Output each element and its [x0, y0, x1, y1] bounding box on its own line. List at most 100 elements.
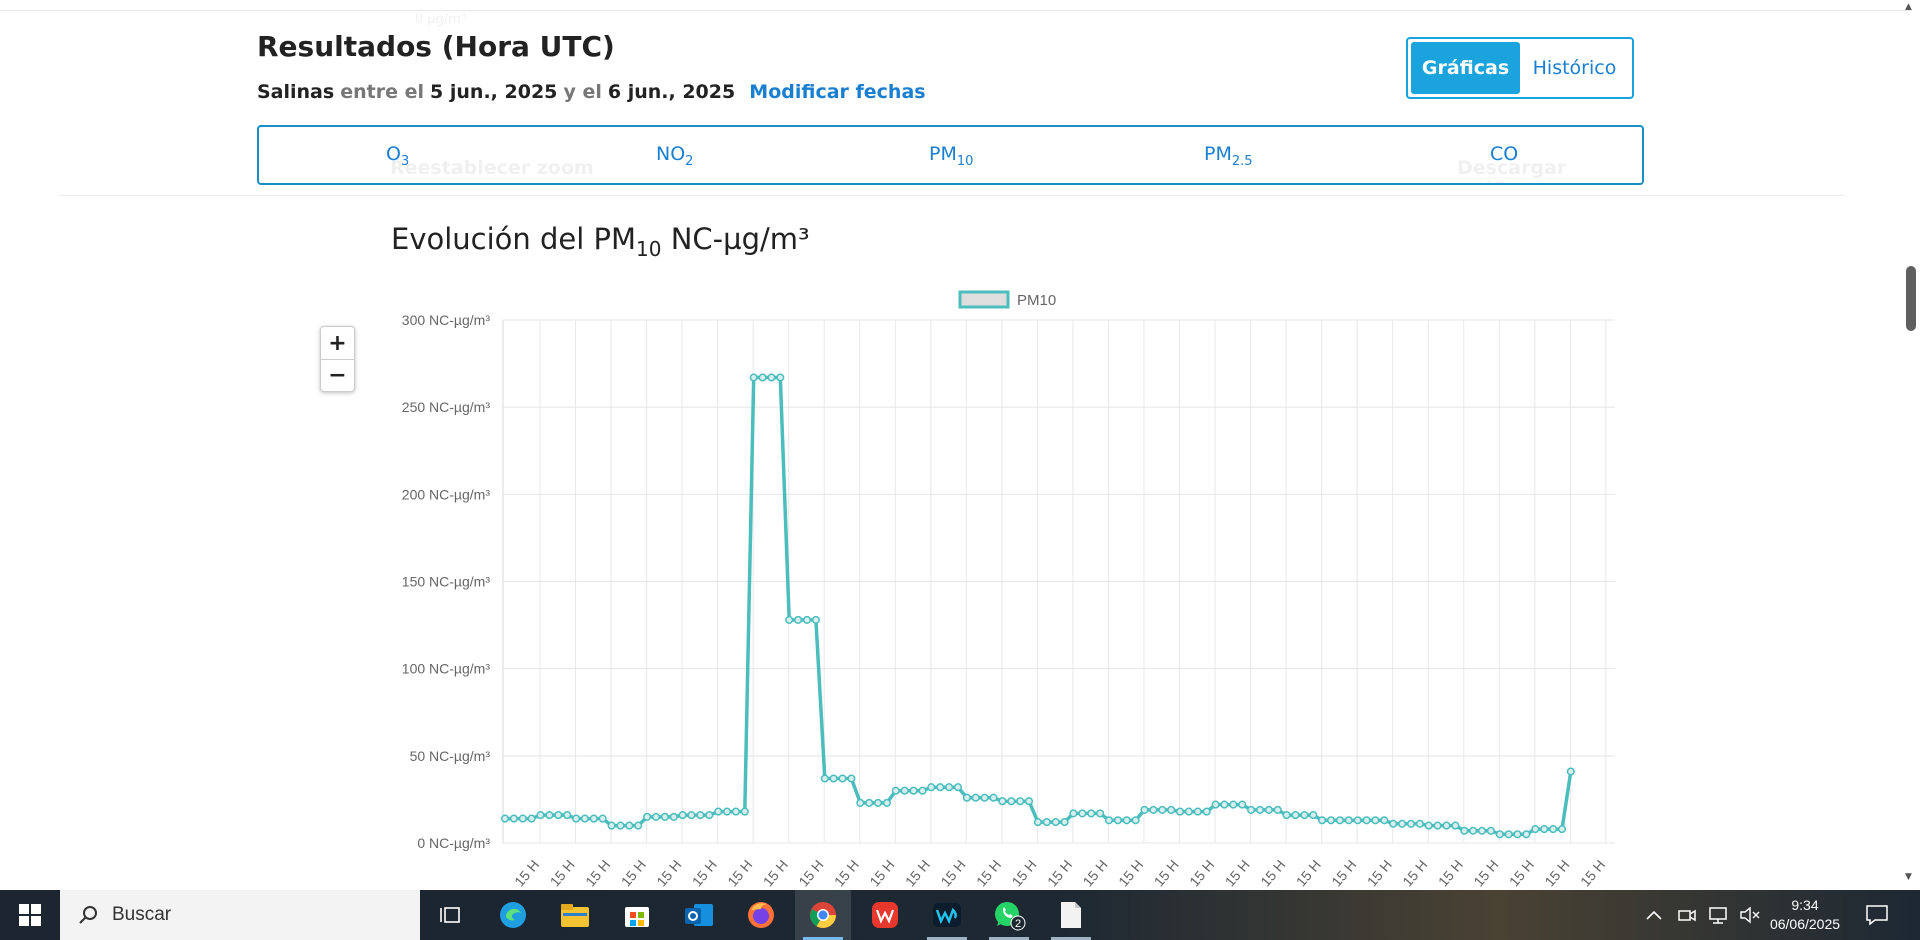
x-tick-label: 15 H: [1008, 857, 1039, 890]
pm10-data-point: [909, 786, 918, 795]
notification-icon: [1866, 905, 1888, 926]
pm10-data-point: [731, 807, 740, 816]
pm10-data-point: [643, 812, 652, 821]
pm10-data-point: [678, 811, 687, 820]
tab-pm25-label: PM: [1204, 143, 1232, 165]
volume-muted-icon[interactable]: [1739, 906, 1761, 924]
pm10-data-point: [1247, 805, 1256, 814]
view-toggle: Gráficas Histórico: [1406, 37, 1634, 99]
pm10-data-point: [1557, 825, 1567, 834]
pm10-data-point: [1398, 819, 1407, 828]
x-tick-label: 15 H: [795, 857, 826, 890]
taskbar-search[interactable]: Buscar: [60, 890, 420, 940]
x-tick-label: 15 H: [831, 857, 862, 890]
pm10-data-point: [802, 615, 812, 624]
pm10-data-point: [1202, 807, 1211, 816]
wps-office-icon[interactable]: [857, 890, 913, 940]
notepad-icon[interactable]: [1043, 890, 1099, 940]
taskbar-clock[interactable]: 9:34 06/06/2025: [1765, 896, 1845, 934]
chrome-icon[interactable]: [795, 890, 851, 940]
pm10-data-point: [891, 786, 900, 795]
x-tick-label: 15 H: [547, 857, 578, 890]
pm10-data-point: [714, 807, 723, 816]
pm10-data-point: [687, 811, 696, 820]
pm10-data-point: [500, 814, 510, 823]
legend-layer: PM10: [958, 290, 1056, 309]
pm10-data-point: [794, 615, 803, 624]
meet-now-icon[interactable]: [1677, 906, 1697, 924]
tab-o3-sub: 3: [400, 153, 410, 169]
pm10-data-point: [1460, 826, 1469, 835]
pm10-data-point: [580, 814, 589, 823]
modify-dates-link[interactable]: Modificar fechas: [749, 81, 926, 103]
pm10-data-point: [767, 373, 776, 382]
firefox-icon[interactable]: [733, 890, 789, 940]
pm10-data-point: [971, 793, 980, 802]
file-explorer-icon[interactable]: [547, 890, 603, 940]
pm10-data-point: [856, 798, 865, 807]
pm10-data-point: [989, 793, 998, 802]
legend-swatch: [958, 290, 1010, 309]
tab-pm25[interactable]: PM2.5: [1204, 143, 1253, 169]
notepad-open-indicator: [1051, 937, 1091, 940]
x-tick-label: 15 H: [1151, 857, 1182, 890]
pm10-data-point: [847, 774, 856, 783]
chevron-up-icon[interactable]: [1645, 909, 1663, 921]
pm10-data-point: [1167, 805, 1176, 814]
x-tick-label: 15 H: [1186, 857, 1217, 890]
x-tick-label: 15 H: [724, 857, 755, 890]
pm10-data-point: [651, 812, 661, 821]
outlook-icon[interactable]: [671, 890, 727, 940]
pm10-data-point: [1344, 816, 1353, 825]
x-tick-label: 15 H: [1293, 857, 1324, 890]
zoom-in-button[interactable]: +: [328, 330, 347, 356]
pollutant-tabs: O3 NO2 PM10 PM2.5 CO: [257, 125, 1644, 185]
chart-heading-suffix: NC-µg/m³: [661, 222, 810, 256]
store-icon[interactable]: [609, 890, 665, 940]
pm10-data-point: [1326, 816, 1336, 825]
page-title: Resultados (Hora UTC): [257, 30, 615, 63]
notification-center-button[interactable]: [1865, 890, 1889, 940]
tab-co[interactable]: CO: [1490, 143, 1518, 169]
search-placeholder: Buscar: [112, 904, 172, 925]
pm10-data-point: [1122, 816, 1131, 825]
tab-no2-sub: 2: [685, 153, 694, 169]
network-icon[interactable]: [1707, 906, 1729, 924]
start-button[interactable]: [0, 890, 60, 940]
pm10-data-point: [1087, 809, 1096, 818]
x-tick-label: 15 H: [1115, 857, 1146, 890]
pm10-data-point: [669, 812, 678, 821]
history-button[interactable]: Histórico: [1532, 57, 1617, 79]
legend-label: PM10: [1017, 292, 1056, 309]
scrollbar-thumb[interactable]: [1906, 266, 1916, 331]
pm10-data-point: [1406, 819, 1416, 828]
tab-o3[interactable]: O3: [386, 143, 409, 169]
x-tick-label: 15 H: [653, 857, 684, 890]
top-divider: [0, 10, 1905, 11]
task-view-icon[interactable]: [422, 890, 478, 940]
pm10-data-point: [1158, 805, 1167, 814]
pm10-data-point: [820, 774, 829, 783]
x-tick-label: 15 H: [937, 857, 968, 890]
tab-pm10[interactable]: PM10: [929, 143, 973, 169]
edge-icon[interactable]: [485, 890, 541, 940]
pm10-data-point: [536, 811, 545, 820]
pm10-data-point: [1477, 826, 1487, 835]
pm10-data-point: [1415, 819, 1424, 828]
tab-no2[interactable]: NO2: [656, 143, 693, 169]
pm10-data-point: [625, 821, 634, 830]
x-tick-label: 15 H: [1328, 857, 1359, 890]
x-tick-label: 15 H: [1079, 857, 1110, 890]
zoom-out-button[interactable]: −: [321, 359, 354, 391]
zoom-control: + −: [320, 326, 355, 392]
whatsapp-badge: 2: [1015, 918, 1021, 930]
graphs-button[interactable]: Gráficas: [1411, 42, 1520, 94]
pm10-data-point: [758, 373, 767, 382]
scroll-up-arrow-icon[interactable]: ▲: [1905, 2, 1912, 12]
x-tick-label: 15 H: [1044, 857, 1075, 890]
pm10-data-point: [1255, 805, 1265, 814]
whatsapp-icon[interactable]: 2: [981, 890, 1037, 940]
scroll-down-arrow-icon[interactable]: ▼: [1905, 872, 1912, 882]
pm10-data-point: [1140, 805, 1149, 814]
webex-icon[interactable]: [919, 890, 975, 940]
